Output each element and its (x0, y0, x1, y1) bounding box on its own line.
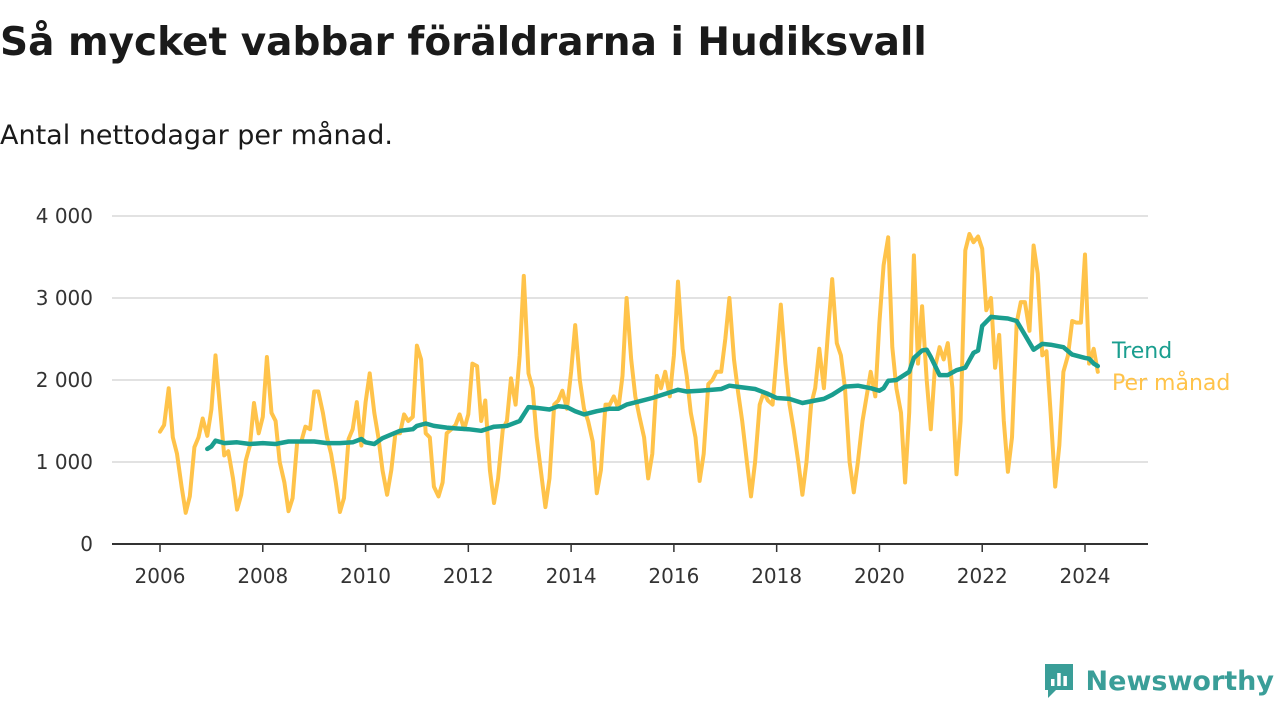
x-tick-label: 2014 (546, 564, 597, 588)
x-tick-label: 2010 (340, 564, 391, 588)
brand-name: Newsworthy (1085, 665, 1274, 697)
newsworthy-logo-icon (1044, 664, 1073, 698)
legend-trend: Trend (1111, 339, 1172, 364)
y-tick-label: 2 000 (36, 368, 93, 392)
x-tick-label: 2022 (957, 564, 1008, 588)
x-axis-ticks: 2006 2008 2010 2012 2014 2016 2018 2020 2022 2024 (135, 544, 1111, 588)
y-tick-label: 0 (80, 532, 93, 556)
x-tick-label: 2006 (135, 564, 186, 588)
chart-subtitle: Antal nettodagar per månad. (0, 120, 393, 151)
legend-per-manad: Per månad (1112, 370, 1230, 396)
y-tick-label: 4 000 (36, 204, 93, 228)
x-tick-label: 2008 (237, 564, 288, 588)
grid-lines (112, 215, 1148, 545)
chart-title: Så mycket vabbar föräldrarna i Hudiksval… (0, 20, 927, 65)
x-tick-label: 2016 (648, 564, 699, 588)
x-tick-label: 2018 (751, 564, 802, 588)
chart-series (158, 232, 1101, 515)
monthly-line (158, 232, 1100, 515)
y-axis-ticks: 0 1 000 2 000 3 000 4 000 (36, 204, 93, 556)
y-tick-label: 3 000 (36, 286, 93, 310)
x-tick-label: 2012 (443, 564, 494, 588)
y-tick-label: 1 000 (36, 450, 93, 474)
x-tick-label: 2024 (1060, 564, 1111, 588)
x-tick-label: 2020 (854, 564, 905, 588)
chart-legend: Per månad Trend (1111, 339, 1230, 396)
brand-logo: Newsworthy (1042, 662, 1274, 700)
trend-line (205, 314, 1101, 452)
